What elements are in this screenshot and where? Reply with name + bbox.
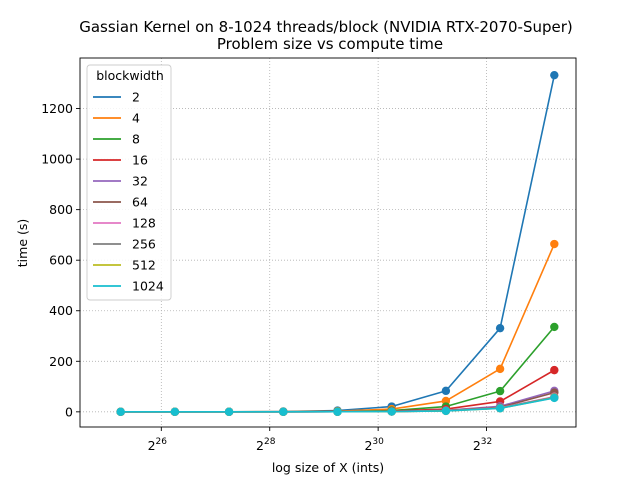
data-point	[550, 365, 559, 375]
series-4	[116, 239, 559, 417]
legend-item: 256	[93, 237, 156, 252]
legend-label: 4	[132, 111, 140, 126]
x-axis: 226 228 230 232	[148, 427, 492, 453]
y-axis-label: time (s)	[15, 219, 30, 267]
chart-title: Gassian Kernel on 8-1024 threads/block (…	[79, 18, 573, 36]
data-point	[550, 239, 559, 249]
data-point	[279, 407, 288, 417]
legend-label: 128	[132, 216, 156, 231]
legend-label: 2	[132, 90, 140, 105]
y-tick-label: 1200	[41, 101, 73, 116]
chart-subtitle: Problem size vs compute time	[217, 35, 443, 53]
legend-label: 64	[132, 195, 148, 210]
legend-item: 4	[93, 111, 140, 126]
data-point	[495, 364, 505, 374]
x-axis-label: log size of X (ints)	[272, 460, 384, 475]
data-point	[441, 386, 451, 396]
series-1024	[116, 393, 559, 417]
y-tick-label: 0	[65, 404, 73, 419]
data-point	[224, 407, 234, 417]
legend-item: 16	[93, 153, 148, 168]
data-point	[170, 407, 180, 417]
x-tick-label: 228	[256, 437, 276, 453]
data-point	[550, 70, 559, 80]
legend-label: 256	[132, 237, 156, 252]
legend-label: 8	[132, 132, 140, 147]
series-2	[116, 70, 559, 417]
y-tick-label: 200	[49, 354, 73, 369]
data-point	[550, 393, 559, 403]
series-line	[120, 369, 555, 413]
x-tick-label: 232	[473, 437, 492, 453]
legend-frame	[86, 64, 172, 301]
series-line	[120, 243, 556, 413]
data-point	[116, 407, 125, 417]
legend-item: 32	[93, 174, 148, 189]
y-tick-label: 1000	[41, 152, 73, 167]
data-point	[333, 407, 342, 416]
legend-label: 1024	[132, 279, 164, 294]
legend-item: 64	[93, 195, 148, 210]
data-point	[495, 323, 505, 333]
y-tick-label: 600	[49, 253, 73, 268]
legend: blockwidth 2 4 8 16 32 64 128 256 512 1024	[86, 64, 172, 301]
data-point	[495, 386, 505, 396]
x-tick-label: 226	[148, 437, 168, 453]
y-tick-label: 400	[49, 303, 73, 318]
y-tick-label: 800	[49, 202, 73, 217]
legend-item: 2	[93, 90, 140, 105]
plot-area-frame	[79, 57, 577, 428]
data-point	[495, 404, 505, 413]
legend-label: 32	[132, 174, 148, 189]
legend-label: 16	[132, 153, 148, 168]
legend-item: 128	[93, 216, 156, 231]
legend-item: 1024	[93, 279, 164, 294]
legend-title: blockwidth	[96, 68, 164, 83]
data-point	[441, 406, 451, 416]
y-axis: 0 200 400 600 800 1000 1200	[41, 101, 80, 419]
x-tick-label: 230	[364, 437, 384, 453]
data-point	[387, 407, 396, 416]
data-point	[550, 322, 559, 332]
series-group	[116, 70, 559, 417]
legend-item: 8	[93, 132, 140, 147]
legend-item: 512	[93, 258, 156, 273]
legend-label: 512	[132, 258, 156, 273]
